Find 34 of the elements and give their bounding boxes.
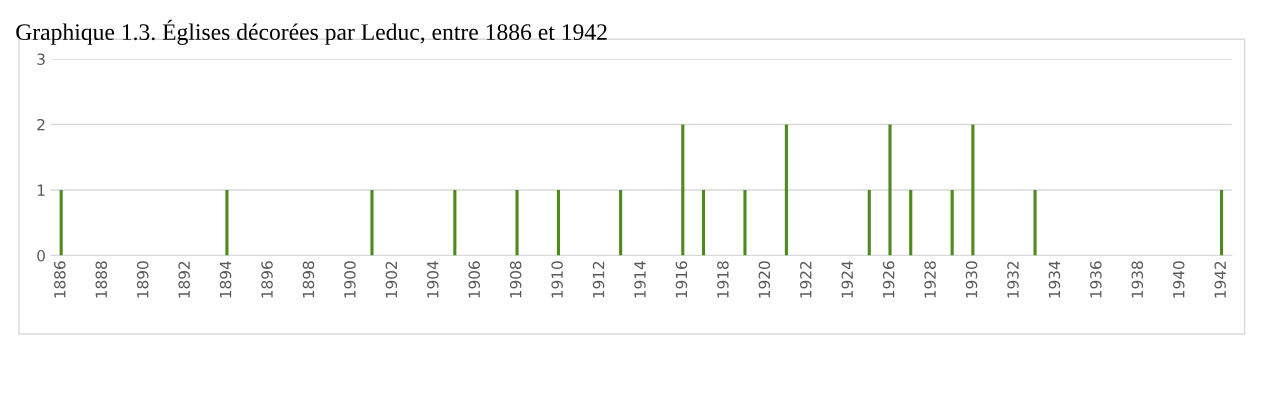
x-tick-label: 1924 (841, 261, 853, 298)
x-tick-label: 1904 (427, 261, 439, 298)
x-tick-label: 1938 (1131, 261, 1144, 298)
x-tick-label: 1930 (965, 261, 978, 298)
x-tick-label: 1926 (882, 261, 895, 298)
x-tick-label: 1922 (800, 261, 812, 298)
x-tick-label: 1912 (592, 261, 605, 298)
y-tick-label: 0 (37, 249, 45, 262)
x-tick-label: 1910 (551, 261, 563, 298)
y-tick-label: 1 (37, 184, 45, 196)
x-tick-label: 1932 (1007, 261, 1019, 298)
x-tick-label: 1942 (1214, 261, 1226, 298)
x-tick-label: 1940 (1172, 261, 1185, 298)
x-tick-label: 1906 (468, 261, 481, 298)
x-tick-label: 1928 (924, 261, 936, 298)
x-tick-label: 1890 (136, 261, 149, 298)
chart-title: Graphique 1.3. Églises décorées par Leduc, entre 1886 et 1942 (16, 19, 607, 45)
y-tick-label: 3 (37, 53, 45, 65)
x-tick-label: 1916 (675, 261, 688, 298)
x-tick-label: 1896 (261, 261, 273, 298)
x-tick-label: 1914 (634, 261, 646, 298)
x-tick-label: 1888 (95, 261, 108, 298)
y-tick-label: 2 (37, 118, 45, 131)
x-tick-label: 1892 (178, 261, 190, 298)
x-tick-label: 1908 (509, 261, 522, 298)
x-tick-label: 1920 (758, 261, 771, 298)
x-tick-label: 1900 (344, 261, 356, 298)
x-tick-label: 1894 (219, 261, 232, 298)
x-tick-label: 1934 (1048, 261, 1061, 298)
x-tick-label: 1918 (717, 261, 729, 298)
x-tick-label: 1902 (385, 261, 398, 298)
x-tick-label: 1886 (54, 261, 66, 298)
x-tick-label: 1898 (302, 261, 315, 298)
x-tick-label: 1936 (1090, 261, 1102, 298)
